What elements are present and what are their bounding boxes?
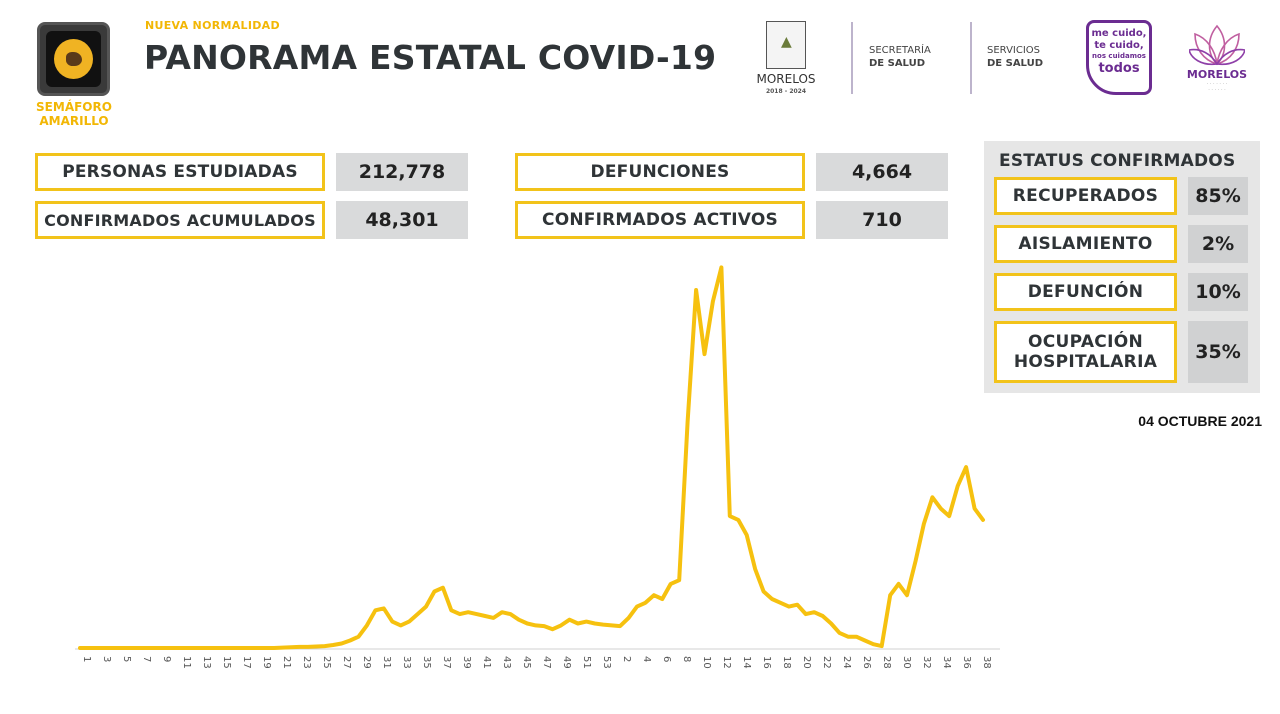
x-tick-label: 47 bbox=[541, 656, 552, 669]
secretaria-line2: DE SALUD bbox=[869, 58, 925, 69]
x-tick-label: 31 bbox=[381, 656, 392, 669]
status-title: ESTATUS CONFIRMADOS bbox=[999, 151, 1236, 171]
status-value-defuncion: 10% bbox=[1188, 273, 1248, 311]
semaforo-icon bbox=[37, 22, 110, 96]
stat-value-personas-estudiadas: 212,778 bbox=[336, 153, 468, 191]
x-tick-label: 18 bbox=[781, 656, 792, 669]
x-tick-label: 32 bbox=[921, 656, 932, 669]
x-tick-label: 51 bbox=[581, 656, 592, 669]
x-tick-label: 28 bbox=[881, 656, 892, 669]
morelos-state-logo-tagline: · · · · · · · · · · · · · bbox=[1206, 81, 1228, 93]
x-tick-label: 16 bbox=[761, 656, 772, 669]
x-tick-label: 12 bbox=[721, 656, 732, 669]
x-tick-label: 17 bbox=[241, 656, 252, 669]
x-tick-label: 3 bbox=[101, 656, 112, 662]
x-tick-label: 39 bbox=[461, 656, 472, 669]
stat-value-confirmados-activos: 710 bbox=[816, 201, 948, 239]
x-tick-label: 30 bbox=[901, 656, 912, 669]
cuido-line2: te cuido, bbox=[1094, 40, 1144, 51]
x-tick-label: 1 bbox=[81, 656, 92, 662]
x-tick-label: 37 bbox=[441, 656, 452, 669]
servicios-line1: SERVICIOS bbox=[987, 45, 1041, 56]
secretaria-line1: SECRETARÍA bbox=[869, 45, 931, 56]
report-date: 04 OCTUBRE 2021 bbox=[1138, 413, 1262, 429]
x-tick-label: 2 bbox=[621, 656, 632, 662]
page-title: PANORAMA ESTATAL COVID-19 bbox=[144, 38, 717, 77]
x-tick-label: 43 bbox=[501, 656, 512, 669]
x-tick-label: 38 bbox=[981, 656, 992, 669]
x-tick-label: 8 bbox=[681, 656, 692, 662]
x-tick-label: 36 bbox=[961, 656, 972, 669]
x-tick-label: 9 bbox=[161, 656, 172, 662]
lotus-logo bbox=[1189, 24, 1245, 66]
x-tick-label: 33 bbox=[401, 656, 412, 669]
logo-divider bbox=[851, 22, 853, 94]
x-tick-label: 49 bbox=[561, 656, 572, 669]
x-tick-label: 14 bbox=[741, 656, 752, 669]
morelos-logo-years: 2018 - 2024 bbox=[765, 88, 807, 95]
stat-label-defunciones: DEFUNCIONES bbox=[515, 153, 805, 191]
status-value-aislamiento: 2% bbox=[1188, 225, 1248, 263]
x-tick-label: 41 bbox=[481, 656, 492, 669]
x-tick-label: 10 bbox=[701, 656, 712, 669]
kicker: NUEVA NORMALIDAD bbox=[145, 19, 280, 32]
x-tick-label: 7 bbox=[141, 656, 152, 662]
x-tick-label: 29 bbox=[361, 656, 372, 669]
status-label-recuperados: RECUPERADOS bbox=[994, 177, 1177, 215]
servicios-line2: DE SALUD bbox=[987, 58, 1043, 69]
stat-label-confirmados-activos: CONFIRMADOS ACTIVOS bbox=[515, 201, 805, 239]
x-tick-label: 35 bbox=[421, 656, 432, 669]
cuido-line4: todos bbox=[1098, 61, 1140, 76]
stat-value-confirmados-acumulados: 48,301 bbox=[336, 201, 468, 239]
status-value-recuperados: 85% bbox=[1188, 177, 1248, 215]
x-tick-label: 4 bbox=[641, 656, 652, 662]
logo-divider bbox=[970, 22, 972, 94]
x-tick-label: 20 bbox=[801, 656, 812, 669]
stat-label-confirmados-acumulados: CONFIRMADOS ACUMULADOS bbox=[35, 201, 325, 239]
x-tick-label: 5 bbox=[121, 656, 132, 662]
status-value-ocupacion-hospitalaria: 35% bbox=[1188, 321, 1248, 383]
cuido-badge-logo: me cuido, te cuido, nos cuidamos todos bbox=[1086, 20, 1152, 95]
x-tick-label: 22 bbox=[821, 656, 832, 669]
cuido-line1: me cuido, bbox=[1091, 28, 1147, 39]
x-tick-label: 26 bbox=[861, 656, 872, 669]
morelos-seal-logo: ▲ bbox=[766, 21, 806, 69]
x-tick-label: 6 bbox=[661, 656, 672, 662]
x-tick-label: 34 bbox=[941, 656, 952, 669]
status-label-defuncion: DEFUNCIÓN bbox=[994, 273, 1177, 311]
status-label-aislamiento: AISLAMIENTO bbox=[994, 225, 1177, 263]
morelos-state-logo-name: MORELOS bbox=[1186, 68, 1248, 81]
semaforo-label: SEMÁFORO AMARILLO bbox=[36, 100, 112, 128]
x-tick-label: 11 bbox=[181, 656, 192, 669]
x-tick-label: 53 bbox=[601, 656, 612, 669]
stat-value-defunciones: 4,664 bbox=[816, 153, 948, 191]
x-tick-label: 21 bbox=[281, 656, 292, 669]
morelos-logo-name: MORELOS bbox=[756, 72, 816, 86]
x-tick-label: 45 bbox=[521, 656, 532, 669]
x-tick-label: 25 bbox=[321, 656, 332, 669]
x-tick-label: 24 bbox=[841, 656, 852, 669]
x-tick-label: 13 bbox=[201, 656, 212, 669]
x-tick-label: 23 bbox=[301, 656, 312, 669]
status-label-ocupacion-hospitalaria: OCUPACIÓN HOSPITALARIA bbox=[994, 321, 1177, 383]
x-tick-label: 27 bbox=[341, 656, 352, 669]
stat-label-personas-estudiadas: PERSONAS ESTUDIADAS bbox=[35, 153, 325, 191]
x-tick-label: 19 bbox=[261, 656, 272, 669]
cuido-line3: nos cuidamos bbox=[1092, 52, 1146, 60]
series-line bbox=[78, 265, 985, 650]
x-tick-label: 15 bbox=[221, 656, 232, 669]
